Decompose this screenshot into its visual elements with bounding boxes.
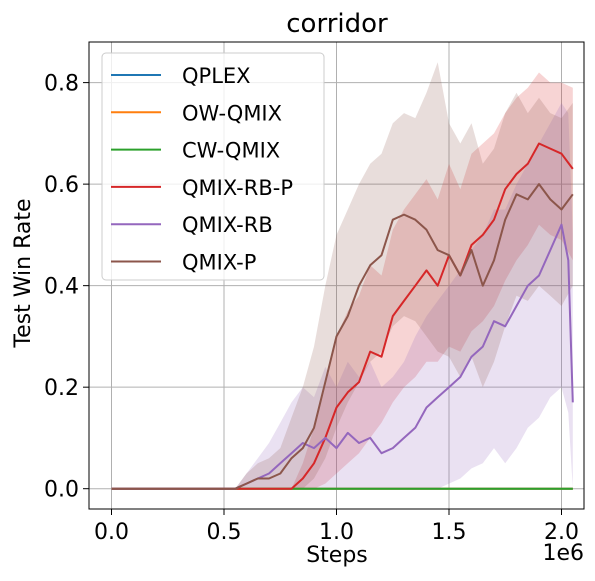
- legend-label: QMIX-RB-P: [182, 176, 293, 200]
- legend-label: QMIX-P: [182, 251, 256, 275]
- y-tick-label: 0.4: [44, 275, 79, 300]
- x-tick-label: 1.5: [432, 520, 467, 545]
- x-tick-label: 0.0: [94, 520, 129, 545]
- legend-label: QPLEX: [182, 64, 251, 88]
- x-tick-label: 1.0: [319, 520, 354, 545]
- y-tick-label: 0.8: [44, 72, 79, 97]
- legend: QPLEX OW-QMIX CW-QMIX QMIX-RB-P QMIX-RB QMIX-…: [102, 53, 324, 280]
- x-axis-offset-label: 1e6: [542, 541, 584, 566]
- y-axis-label: Test Win Rate: [11, 198, 36, 348]
- x-tick-label: 0.5: [207, 520, 242, 545]
- x-axis-ticks: 0.0 0.5 1.0 1.5 2.0: [94, 509, 579, 545]
- y-tick-label: 0.2: [44, 376, 79, 401]
- y-tick-label: 0.0: [44, 478, 79, 503]
- y-axis-ticks: 0.0 0.2 0.4 0.6 0.8: [44, 72, 89, 503]
- x-axis-label: Steps: [306, 543, 368, 568]
- chart-title: corridor: [286, 9, 388, 39]
- legend-label: QMIX-RB: [182, 213, 273, 237]
- legend-label: CW-QMIX: [182, 139, 280, 163]
- legend-label: OW-QMIX: [182, 101, 282, 125]
- y-tick-label: 0.6: [44, 173, 79, 198]
